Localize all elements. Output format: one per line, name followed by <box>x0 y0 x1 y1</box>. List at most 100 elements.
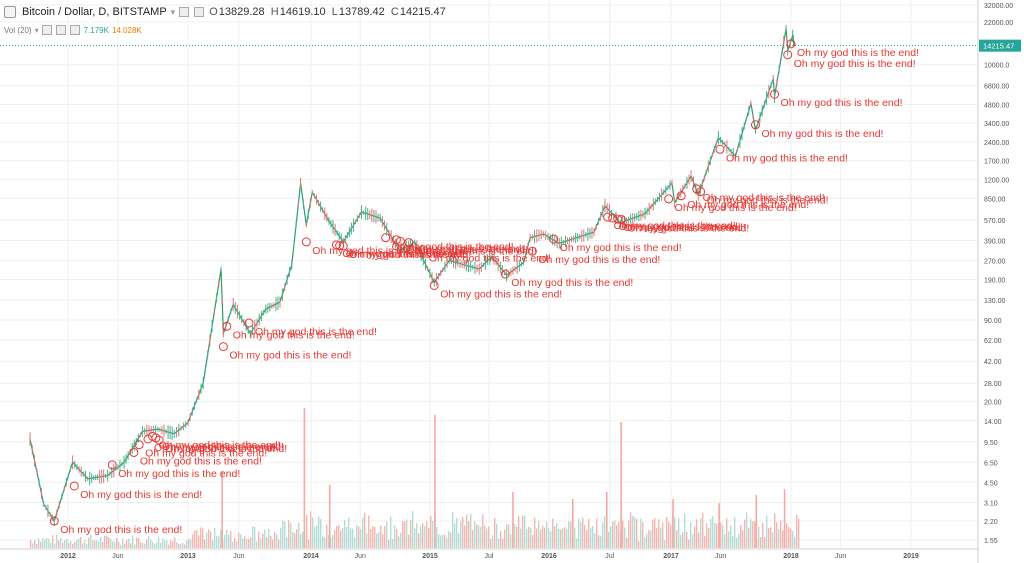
volume-bar <box>640 518 642 548</box>
volume-bar <box>110 539 112 548</box>
volume-bar <box>220 529 222 548</box>
volume-bar <box>456 518 458 548</box>
volume-bar <box>84 540 86 548</box>
annotation-label: Oh my god this is the end! <box>560 242 682 254</box>
volume-bar <box>78 538 80 548</box>
volume-bar <box>386 521 388 548</box>
volume-bar <box>728 531 730 548</box>
volume-bar <box>152 541 154 548</box>
volume-bar <box>416 523 418 548</box>
volume-bar <box>494 517 496 548</box>
dropdown-icon[interactable]: ▾ <box>34 25 39 35</box>
volume-bar <box>472 530 474 548</box>
time-tick: 2018 <box>783 553 799 560</box>
volume-bar <box>378 532 380 548</box>
volume-bar <box>228 534 230 548</box>
annotation-label: Oh my god this is the end! <box>781 97 903 109</box>
volume-bar <box>314 526 316 548</box>
volume-bar <box>506 524 508 548</box>
volume-bar <box>318 516 320 548</box>
time-axis[interactable]: 2012 Jun 2013 Jun 2014 Jun 2015 Jul 2016 Jul 2017 J… <box>0 548 978 560</box>
low-value: 13789.42 <box>338 6 385 18</box>
volume-bars <box>30 408 800 548</box>
volume-bar <box>654 518 656 548</box>
price-tick: 1200.00 <box>984 178 1009 185</box>
volume-bar <box>586 530 588 548</box>
volume-bar <box>346 527 348 548</box>
last-price-label: 14215.47 <box>983 42 1014 51</box>
annotation-label: Oh my god this is the end! <box>145 448 267 460</box>
price-axis[interactable]: 1.55 2.20 3.10 4.50 6.50 9.50 14.00 20.00 28.00 4… <box>977 0 1024 563</box>
settings-icon[interactable] <box>55 25 66 35</box>
volume-bar <box>64 540 66 548</box>
volume-bar <box>482 514 484 548</box>
volume-bar <box>650 530 652 548</box>
symbol-header: Bitcoin / Dollar, D, BITSTAMP ▾ O13829.2… <box>4 6 446 18</box>
high-label: H <box>270 6 279 18</box>
volume-bar <box>544 527 546 548</box>
volume-bar <box>730 525 732 548</box>
volume-bar <box>374 526 376 548</box>
volume-label[interactable]: Vol (20) <box>4 25 32 35</box>
volume-bar <box>200 527 202 548</box>
annotation-marker <box>676 191 686 201</box>
ohlc-values: O13829.28 H14619.10 L13789.42 C14215.47 <box>209 6 446 18</box>
volume-bar <box>38 538 40 548</box>
volume-bar <box>302 531 304 548</box>
annotation-label: Oh my god this is the end! <box>255 326 377 338</box>
price-tick: 270.00 <box>984 258 1006 265</box>
settings-icon[interactable] <box>179 7 190 17</box>
volume-bar <box>498 538 500 548</box>
volume-bar <box>426 521 428 548</box>
volume-bar <box>764 537 766 548</box>
volume-bar <box>154 543 156 548</box>
volume-bar <box>400 532 402 548</box>
time-tick: Jun <box>715 553 726 560</box>
volume-bar <box>300 534 302 548</box>
volume-bar <box>422 523 424 548</box>
volume-bar <box>322 536 324 548</box>
volume-bar <box>538 520 540 548</box>
volume-bar <box>234 538 236 548</box>
volume-bar <box>156 542 158 548</box>
symbol-title[interactable]: Bitcoin / Dollar, D, BITSTAMP <box>22 6 167 18</box>
volume-bar <box>96 540 98 548</box>
open-value: 13829.28 <box>218 6 265 18</box>
volume-bar <box>354 537 356 548</box>
annotation-marker <box>395 236 405 246</box>
eye-icon[interactable] <box>41 25 52 35</box>
annotation-label: Oh my god this is the end! <box>627 222 749 234</box>
volume-bar <box>250 537 252 548</box>
volume-bar <box>52 535 54 548</box>
dropdown-icon[interactable]: ▾ <box>170 6 176 17</box>
volume-bar <box>62 542 64 548</box>
volume-bar <box>188 539 190 548</box>
close-icon[interactable] <box>194 7 205 17</box>
collapse-icon[interactable] <box>4 6 16 18</box>
close-icon[interactable] <box>69 25 80 35</box>
volume-bar <box>514 524 516 548</box>
volume-bar <box>678 518 680 548</box>
price-tick: 390.00 <box>984 238 1006 245</box>
annotation-label: Oh my god this is the end! <box>229 350 351 362</box>
volume-bar <box>328 485 331 548</box>
volume-bar <box>783 489 786 548</box>
volume-bar <box>246 538 248 548</box>
annotation-marker <box>301 237 311 247</box>
volume-bar <box>118 541 120 548</box>
volume-bar <box>568 521 570 548</box>
volume-bar <box>656 528 658 548</box>
volume-bar <box>684 513 686 548</box>
annotation-label: Oh my god this is the end! <box>440 288 562 300</box>
annotation-label: Oh my god this is the end! <box>118 468 240 480</box>
volume-bar <box>790 528 792 548</box>
volume-bar <box>726 518 728 548</box>
volume-bar <box>670 524 672 548</box>
volume-bar <box>174 537 176 548</box>
volume-bar <box>420 526 422 548</box>
time-tick: 2016 <box>541 553 557 560</box>
volume-bar <box>504 529 506 548</box>
annotation-marker <box>69 481 79 491</box>
volume-bar <box>610 526 612 548</box>
